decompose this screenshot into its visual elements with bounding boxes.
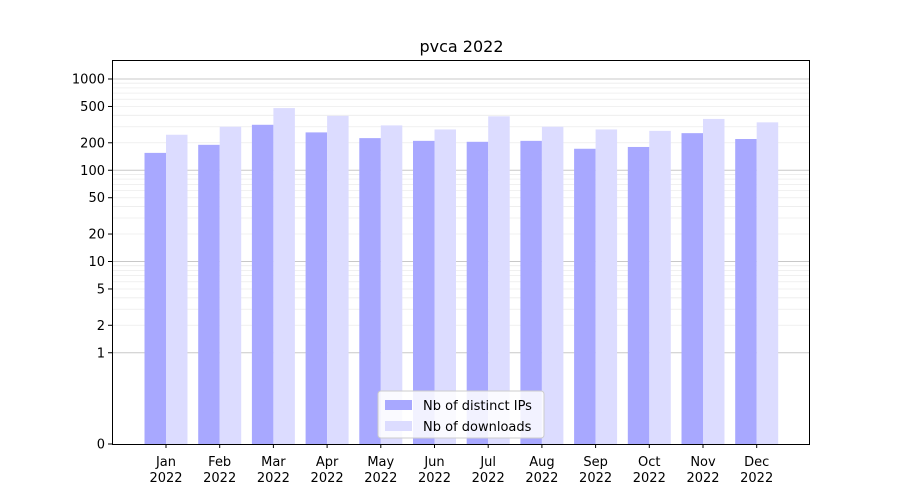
- x-axis: Jan 2022 Feb 2022 Mar 2022 Apr 2022 May 2022 Jun 20…: [149, 444, 773, 486]
- bar-distinct-ips: [627, 146, 650, 444]
- legend-swatch: [385, 421, 412, 431]
- chart-title: pvca 2022: [419, 37, 503, 56]
- legend-box: [377, 390, 545, 439]
- x-tick-label: Jun 2022: [418, 455, 451, 486]
- bar-distinct-ips: [735, 139, 757, 444]
- y-tick-label: 1000: [72, 73, 105, 88]
- legend: Nb of distinct IPs Nb of downloads: [377, 390, 545, 439]
- x-tick-label: Aug 2022: [525, 455, 558, 486]
- x-tick-label: Apr 2022: [311, 455, 344, 486]
- x-tick-label: Oct 2022: [633, 455, 666, 486]
- bar-downloads: [595, 129, 618, 444]
- bar-downloads: [649, 130, 671, 444]
- bar-downloads: [273, 108, 295, 445]
- bar-distinct-ips: [413, 140, 435, 445]
- bar-downloads: [327, 115, 349, 444]
- bar-downloads: [380, 125, 403, 445]
- legend-label: Nb of distinct IPs: [423, 399, 532, 414]
- bar-downloads: [488, 116, 510, 444]
- x-tick-label: May 2022: [364, 455, 397, 486]
- legend-label: Nb of downloads: [423, 420, 532, 435]
- x-tick-label: Sep 2022: [579, 455, 612, 486]
- y-axis: 0 1 2 5 10 20 50 100 200 500 1000: [72, 73, 112, 453]
- x-tick-label: Dec 2022: [740, 455, 773, 486]
- bar-downloads: [541, 126, 564, 445]
- x-tick-label: Jan 2022: [149, 455, 182, 486]
- x-tick-label: Mar 2022: [257, 455, 290, 486]
- bar-distinct-ips: [251, 124, 274, 444]
- y-tick-label: 2: [97, 319, 105, 334]
- y-tick-label: 100: [80, 164, 105, 179]
- y-tick-label: 10: [88, 255, 105, 270]
- bar-distinct-ips: [305, 132, 328, 445]
- bar-distinct-ips: [359, 138, 381, 444]
- bar-distinct-ips: [681, 133, 703, 445]
- bar-distinct-ips: [144, 152, 166, 444]
- bar-downloads: [219, 126, 242, 445]
- y-tick-label: 1: [97, 346, 105, 361]
- x-tick-label: Jul 2022: [472, 455, 505, 486]
- y-tick-label: 20: [88, 228, 105, 243]
- bar-distinct-ips: [466, 141, 489, 444]
- y-tick-label: 50: [88, 191, 105, 206]
- y-tick-label: 200: [80, 136, 105, 151]
- y-tick-label: 0: [97, 438, 105, 453]
- x-tick-label: Feb 2022: [203, 455, 236, 486]
- bar-downloads: [756, 122, 779, 444]
- plot-frame: [112, 60, 810, 445]
- bar-distinct-ips: [574, 148, 596, 444]
- legend-swatch: [385, 400, 412, 410]
- bar-downloads: [166, 134, 188, 445]
- bar-distinct-ips: [520, 140, 542, 445]
- bar-downloads: [703, 118, 725, 445]
- bar-distinct-ips: [198, 144, 220, 445]
- y-tick-label: 5: [97, 282, 105, 297]
- x-tick-label: Nov 2022: [686, 455, 719, 486]
- bars: [144, 108, 779, 445]
- bar-downloads: [434, 129, 456, 444]
- y-tick-label: 500: [80, 100, 105, 115]
